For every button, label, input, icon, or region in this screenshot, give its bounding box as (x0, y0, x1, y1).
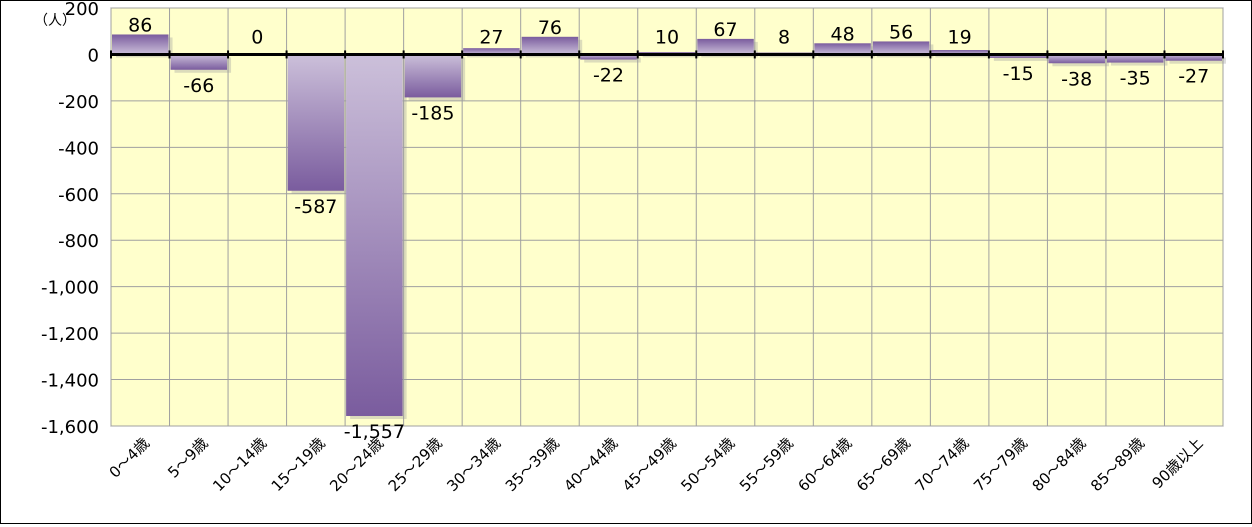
bar (1048, 54, 1105, 64)
data-label: 56 (889, 21, 913, 43)
bar (404, 54, 462, 98)
y-tick-label: 200 (65, 1, 99, 20)
data-label: -22 (593, 65, 624, 87)
x-tick-label: 25～29歳 (385, 434, 446, 495)
data-label: -15 (1003, 63, 1034, 85)
bar-group (1106, 54, 1168, 66)
y-tick-label: -1,600 (41, 417, 99, 438)
data-label: 0 (251, 26, 263, 48)
x-tick-label: 65～69歳 (853, 434, 914, 495)
data-label: 67 (713, 19, 737, 41)
bar (112, 34, 169, 55)
x-tick-label: 60～64歳 (794, 434, 855, 495)
x-tick-label: 30～34歳 (443, 434, 504, 495)
bar-shadow (759, 55, 817, 58)
grid-lines (110, 7, 1224, 427)
y-tick-label: -200 (58, 92, 99, 113)
data-label: 19 (948, 26, 972, 48)
x-tick-label: 85～89歳 (1087, 434, 1148, 495)
data-label: -1,557 (344, 421, 405, 443)
x-tick-label: 15～19歳 (268, 434, 329, 495)
data-label: -38 (1061, 68, 1092, 90)
bar (521, 36, 579, 55)
data-labels: 86 -66 0 -587 -1,557 -185 27 76 -22 10 67 8 48 56 19 -1… (128, 14, 1209, 443)
x-tick-label: 35～39歳 (502, 434, 563, 495)
y-tick-label: -400 (58, 138, 99, 159)
bar (287, 54, 345, 191)
data-label: 10 (655, 26, 679, 48)
bar-group (346, 54, 407, 420)
bars (112, 34, 1226, 420)
bar (1106, 54, 1164, 63)
x-tick-label: 90歳以上 (1149, 434, 1207, 492)
x-tick-label: 70～74歳 (912, 434, 973, 495)
x-tick-label: 75～79歳 (970, 434, 1031, 495)
y-tick-label: -1,000 (41, 278, 99, 299)
bar-shadow (642, 55, 700, 58)
bar (1165, 54, 1222, 61)
data-label: -185 (411, 102, 454, 124)
data-label: 27 (479, 26, 503, 48)
y-axis-unit-label: （人） (34, 13, 76, 29)
data-label: 86 (128, 14, 152, 36)
data-label: -66 (183, 75, 214, 97)
bar (346, 54, 403, 417)
bar (697, 38, 754, 55)
bar-group (287, 54, 349, 194)
bar-group (814, 43, 875, 58)
data-label: 8 (778, 26, 790, 48)
data-label: -587 (294, 196, 337, 218)
x-tick-label: 45～49歳 (619, 434, 680, 495)
y-tick-label: -800 (58, 231, 99, 252)
bar-group (580, 54, 641, 63)
x-tick-label: 55～59歳 (736, 434, 797, 495)
y-tick-label: -1,400 (41, 371, 99, 392)
y-axis-ticks: 200 0 -200 -400 -600 -800 -1,000 -1,200 -1,400 -1… (41, 0, 1224, 438)
bar-group (170, 54, 232, 73)
x-tick-label: 40～44歳 (560, 434, 621, 495)
y-tick-label: -600 (58, 185, 99, 206)
y-tick-label: 0 (88, 45, 99, 66)
bar (814, 43, 871, 55)
bar (580, 54, 637, 60)
bar (872, 41, 930, 55)
x-tick-label: 50～54歳 (677, 434, 738, 495)
x-tick-label: 0～4歳 (106, 434, 153, 481)
bar (931, 50, 988, 55)
data-label: 76 (538, 17, 562, 39)
bar-group (989, 54, 1051, 61)
bar-group (404, 54, 466, 101)
plot-area (110, 7, 1224, 427)
bar-group (112, 34, 173, 58)
x-axis-ticks: 0～4歳 5～9歳10～14歳15～19歳20～24歳25～29歳30～34歳35… (106, 434, 1207, 495)
data-label: 48 (830, 23, 854, 45)
data-label: -35 (1120, 68, 1151, 90)
x-tick-label: 5～9歳 (164, 434, 211, 481)
data-label: -27 (1178, 66, 1209, 88)
bar (989, 54, 1047, 58)
x-tick-label: 80～84歳 (1029, 434, 1090, 495)
bar (463, 48, 520, 55)
bar-group (1048, 54, 1109, 67)
x-tick-label: 20～24歳 (326, 434, 387, 495)
bar (170, 54, 228, 70)
bar-shadow (993, 57, 1051, 61)
bar-group (463, 48, 524, 58)
bar-shadow (584, 57, 641, 63)
bar-group (1165, 54, 1226, 64)
x-tick-label: 10～14歳 (209, 434, 270, 495)
y-tick-label: -1,200 (41, 324, 99, 345)
